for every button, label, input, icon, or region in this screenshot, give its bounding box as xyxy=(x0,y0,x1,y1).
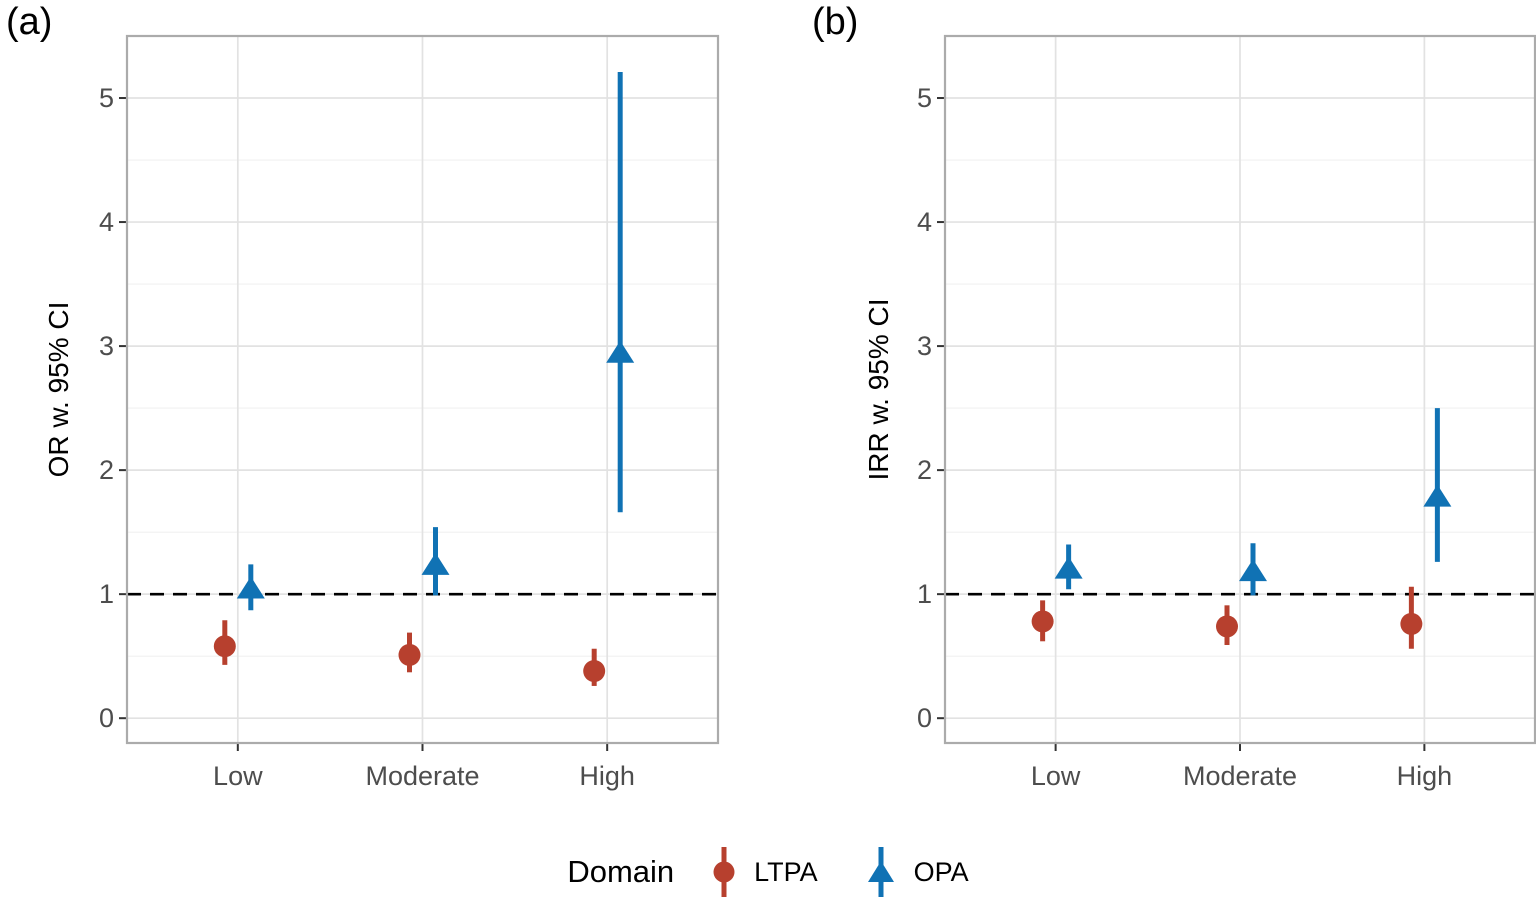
x-tick-label: Low xyxy=(1031,761,1081,791)
point-a-opa-moderate xyxy=(421,552,450,575)
legend-label-ltpa: LTPA xyxy=(754,856,818,887)
x-tick-label: Moderate xyxy=(365,761,479,791)
ltpa-circle-key-icon xyxy=(713,847,735,897)
point-b-ltpa-high xyxy=(1400,612,1423,635)
y-tick-label: 2 xyxy=(917,455,932,485)
point-a-ltpa-moderate xyxy=(398,643,421,666)
y-tick-label: 1 xyxy=(99,579,114,609)
y-tick-label: 3 xyxy=(917,331,932,361)
x-tick-label: Moderate xyxy=(1183,761,1297,791)
y-tick-label: 3 xyxy=(99,331,114,361)
panel-a-border xyxy=(125,34,720,745)
y-tick-label: 5 xyxy=(917,83,932,113)
legend-item-ltpa: LTPA xyxy=(712,843,818,901)
legend: Domain LTPA OPA xyxy=(0,836,1536,908)
y-tick-label: 0 xyxy=(917,703,932,733)
opa-triangle-key-icon xyxy=(867,847,894,897)
point-b-opa-low xyxy=(1054,556,1083,579)
point-a-ltpa-low xyxy=(213,635,236,658)
point-a-opa-low xyxy=(236,576,265,599)
point-b-opa-high xyxy=(1423,484,1452,507)
x-tick-label: High xyxy=(1397,761,1453,791)
legend-key-circle xyxy=(713,861,735,883)
y-tick-label: 1 xyxy=(917,579,932,609)
point-a-opa-high xyxy=(606,340,635,363)
panel-b-label: (b) xyxy=(812,1,859,43)
point-b-ltpa-moderate xyxy=(1216,615,1238,638)
y-tick-label: 4 xyxy=(917,207,932,237)
legend-item-opa: OPA xyxy=(866,843,969,901)
y-tick-label: 0 xyxy=(99,703,114,733)
point-b-opa-moderate xyxy=(1239,559,1267,582)
panel-a-label: (a) xyxy=(6,1,53,43)
legend-title: Domain xyxy=(567,854,675,889)
x-tick-label: Low xyxy=(213,761,263,791)
y-tick-label: 2 xyxy=(99,455,114,485)
point-b-ltpa-low xyxy=(1031,610,1054,633)
forest-plot-canvas: 0 1 2 3 4 5 Low Moderate High 0 1 2 3 4 5 Low Moderate Hi… xyxy=(99,34,1536,791)
point-a-ltpa-high xyxy=(583,660,606,683)
y-axis-title-or: OR w. 95% CI xyxy=(43,301,74,478)
legend-key-triangle xyxy=(867,861,894,882)
legend-label-opa: OPA xyxy=(913,856,969,887)
panel-b-border xyxy=(943,34,1536,745)
y-axis-title-irr: IRR w. 95% CI xyxy=(863,298,894,481)
y-tick-label: 4 xyxy=(99,207,114,237)
x-tick-label: High xyxy=(579,761,635,791)
y-tick-label: 5 xyxy=(99,83,114,113)
